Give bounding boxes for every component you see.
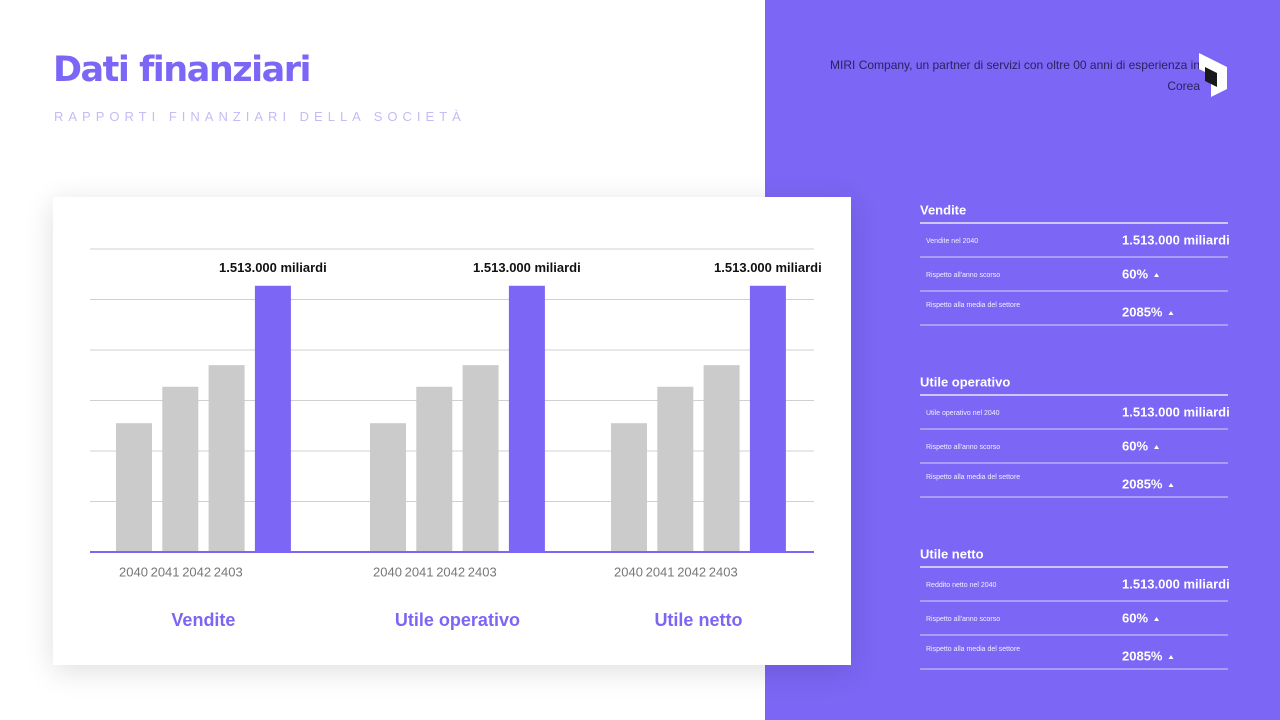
category-label: Vendite <box>171 610 235 630</box>
bar <box>208 365 245 552</box>
bar <box>657 386 694 552</box>
x-tick-label: 2042 <box>677 564 706 579</box>
x-tick-label: 2403 <box>709 564 738 579</box>
value-label: 1.513.000 miliardi <box>473 260 581 275</box>
slide-title: Dati finanziari <box>53 50 312 90</box>
logo <box>1199 53 1227 97</box>
bar <box>508 285 545 552</box>
bar <box>162 386 199 552</box>
x-tick-label: 2042 <box>436 564 465 579</box>
category-label: Utile netto <box>654 610 742 630</box>
category-label: Utile operativo <box>395 610 520 630</box>
x-tick-label: 2042 <box>182 564 211 579</box>
slide-subtitle: RAPPORTI FINANZIARI DELLA SOCIETÀ <box>54 109 466 124</box>
x-tick-label: 2041 <box>405 564 434 579</box>
bar <box>416 386 453 552</box>
bar <box>370 423 406 552</box>
bar <box>462 365 499 552</box>
x-tick-label: 2040 <box>119 564 148 579</box>
x-tick-label: 2403 <box>468 564 497 579</box>
bar <box>254 285 291 552</box>
x-tick-label: 2040 <box>614 564 643 579</box>
bar <box>749 285 786 552</box>
bar <box>703 365 740 552</box>
x-tick-label: 2041 <box>646 564 675 579</box>
tagline: MIRI Company, un partner di servizi con … <box>830 58 1200 93</box>
x-tick-label: 2403 <box>214 564 243 579</box>
x-tick-label: 2040 <box>373 564 402 579</box>
bar <box>611 423 647 552</box>
value-label: 1.513.000 miliardi <box>714 260 822 275</box>
chart-card: 2040 2041 2042 2403 1.513.000 miliardi Vendit… <box>53 197 851 665</box>
value-label: 1.513.000 miliardi <box>219 260 327 275</box>
x-tick-label: 2041 <box>151 564 180 579</box>
bar <box>116 423 152 552</box>
